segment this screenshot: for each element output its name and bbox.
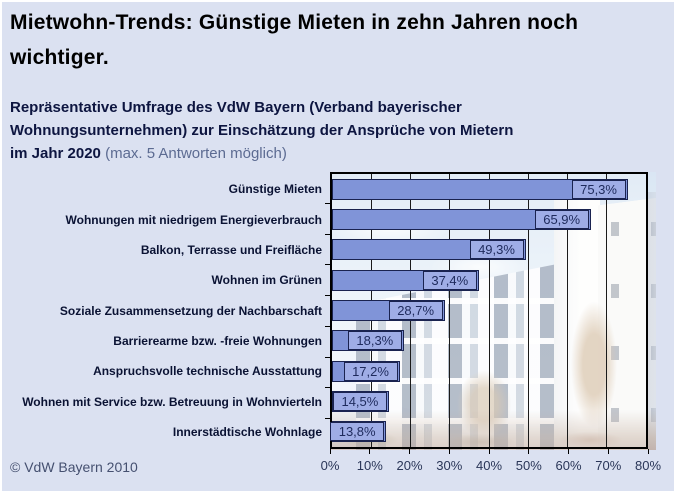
bar-value-label: 18,3% <box>347 331 402 351</box>
bar-value-label: 28,7% <box>388 301 443 320</box>
category-label: Balkon, Terrasse und Freifläche <box>140 242 322 257</box>
subtitle-line3-note: (max. 5 Antworten möglich) <box>105 145 287 162</box>
plot-area: 75,3% 65,9% 49,3% 37,4% 28,7% 18,3% 17,2% 14,5%… <box>330 172 648 449</box>
category-label: Barrierearme bzw. -freie Wohnungen <box>113 333 322 348</box>
bar: 13,8% <box>330 421 387 443</box>
x-axis-tick-label: 80% <box>634 458 662 473</box>
x-axis-tick <box>448 449 450 454</box>
subtitle-line3-bold: im Jahr 2020 <box>10 145 101 162</box>
y-axis-tick <box>325 418 330 420</box>
gridline <box>567 174 568 447</box>
bar: 17,2% <box>332 360 400 382</box>
category-label: Innerstädtische Wohnlage <box>172 424 322 439</box>
x-axis-tick <box>329 449 331 454</box>
x-axis-tick <box>647 449 649 454</box>
bar-value-label: 49,3% <box>469 240 524 260</box>
y-axis-tick <box>325 202 330 204</box>
x-axis-tick <box>568 449 569 454</box>
x-axis-tick-label: 10% <box>356 458 383 473</box>
x-axis-tick-label: 20% <box>396 458 423 473</box>
gridline <box>449 174 451 447</box>
x-axis-tick <box>607 449 609 454</box>
y-axis-tick <box>325 264 330 266</box>
photo-building-corner <box>648 192 656 450</box>
bar: 37,4% <box>332 269 479 291</box>
x-axis-tick <box>488 449 490 454</box>
chart-subtitle: Repräsentative Umfrage des VdW Bayern (V… <box>10 96 650 165</box>
bar-value-label: 65,9% <box>534 210 589 229</box>
bar: 49,3% <box>332 239 526 261</box>
bar: 75,3% <box>332 178 628 200</box>
category-label: Soziale Zusammensetzung der Nachbarschaf… <box>59 303 322 318</box>
bar: 18,3% <box>332 330 404 352</box>
x-axis-tick-label: 70% <box>595 458 622 473</box>
y-axis-tick <box>325 356 330 358</box>
bar: 28,7% <box>332 300 445 321</box>
y-axis-tick <box>325 233 330 235</box>
x-axis-tick-label: 50% <box>515 458 542 473</box>
category-label: Wohnen mit Service bzw. Betreuung in Woh… <box>22 394 322 409</box>
gridline <box>527 174 529 447</box>
bar-value-label: 14,5% <box>332 392 387 411</box>
x-axis-tick <box>528 449 530 454</box>
bar-value-label: 37,4% <box>422 270 477 290</box>
bar: 14,5% <box>332 391 389 412</box>
page-title: Mietwohn-Trends: Günstige Mieten in zehn… <box>10 11 579 69</box>
bar: 65,9% <box>332 209 591 230</box>
category-label: Günstige Mieten <box>228 182 322 197</box>
subtitle-line1: Repräsentative Umfrage des VdW Bayern (V… <box>10 99 462 116</box>
x-axis-tick-label: 40% <box>475 458 503 473</box>
gridline <box>606 174 608 447</box>
x-axis-tick <box>409 449 410 454</box>
bar-value-label: 17,2% <box>343 361 398 381</box>
y-axis-tick <box>325 325 330 327</box>
x-axis-tick-label: 60% <box>555 458 582 473</box>
y-axis-tick <box>325 387 330 389</box>
category-label: Wohnungen mit niedrigem Energieverbrauch <box>65 212 322 227</box>
y-axis-tick <box>325 295 330 297</box>
category-label: Wohnen im Grünen <box>211 273 322 288</box>
x-axis-tick <box>369 449 371 454</box>
x-axis-tick-label: 0% <box>320 458 340 473</box>
subtitle-line2: Wohnungsunternehmen) zur Einschätzung de… <box>10 122 514 139</box>
bar-value-label: 13,8% <box>330 422 385 442</box>
x-axis-tick-label: 30% <box>436 458 463 473</box>
bar-value-label: 75,3% <box>571 179 626 199</box>
category-label: Anspruchsvolle technische Ausstattung <box>93 364 322 379</box>
copyright-text: © VdW Bayern 2010 <box>10 459 138 475</box>
gridline <box>488 174 490 447</box>
